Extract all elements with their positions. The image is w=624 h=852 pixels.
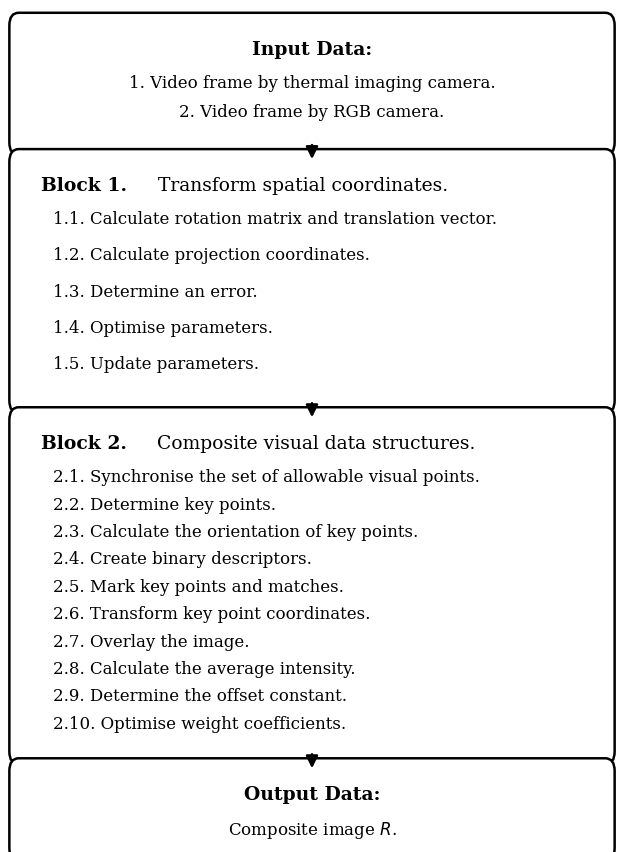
Text: Block 2.: Block 2. [41,435,127,453]
Text: Transform spatial coordinates.: Transform spatial coordinates. [152,177,447,195]
FancyBboxPatch shape [9,758,615,852]
Text: Composite visual data structures.: Composite visual data structures. [152,435,475,453]
Text: 2.8. Calculate the average intensity.: 2.8. Calculate the average intensity. [53,661,356,678]
Text: 2.1. Synchronise the set of allowable visual points.: 2.1. Synchronise the set of allowable vi… [53,469,480,486]
Text: 1.3. Determine an error.: 1.3. Determine an error. [53,284,258,301]
FancyBboxPatch shape [9,407,615,764]
Text: 2.9. Determine the offset constant.: 2.9. Determine the offset constant. [53,688,347,705]
Text: Block 1.: Block 1. [41,177,127,195]
Text: 2.7. Overlay the image.: 2.7. Overlay the image. [53,634,250,651]
Text: Output Data:: Output Data: [244,786,380,804]
FancyBboxPatch shape [9,13,615,155]
Text: 1.1. Calculate rotation matrix and translation vector.: 1.1. Calculate rotation matrix and trans… [53,211,497,228]
Text: 1. Video frame by thermal imaging camera.: 1. Video frame by thermal imaging camera… [129,75,495,92]
Text: 2.4. Create binary descriptors.: 2.4. Create binary descriptors. [53,551,312,568]
Text: 1.2. Calculate projection coordinates.: 1.2. Calculate projection coordinates. [53,247,370,264]
Text: 1.4. Optimise parameters.: 1.4. Optimise parameters. [53,320,273,337]
Text: 2.5. Mark key points and matches.: 2.5. Mark key points and matches. [53,579,344,596]
Text: 2.2. Determine key points.: 2.2. Determine key points. [53,497,276,514]
FancyBboxPatch shape [9,149,615,413]
Text: 2.6. Transform key point coordinates.: 2.6. Transform key point coordinates. [53,607,371,623]
Text: Composite image $R$.: Composite image $R$. [228,820,396,842]
Text: 2.10. Optimise weight coefficients.: 2.10. Optimise weight coefficients. [53,716,346,733]
Text: 2. Video frame by RGB camera.: 2. Video frame by RGB camera. [179,104,445,121]
Text: 2.3. Calculate the orientation of key points.: 2.3. Calculate the orientation of key po… [53,524,418,541]
Text: Input Data:: Input Data: [252,41,372,59]
Text: 1.5. Update parameters.: 1.5. Update parameters. [53,356,259,373]
